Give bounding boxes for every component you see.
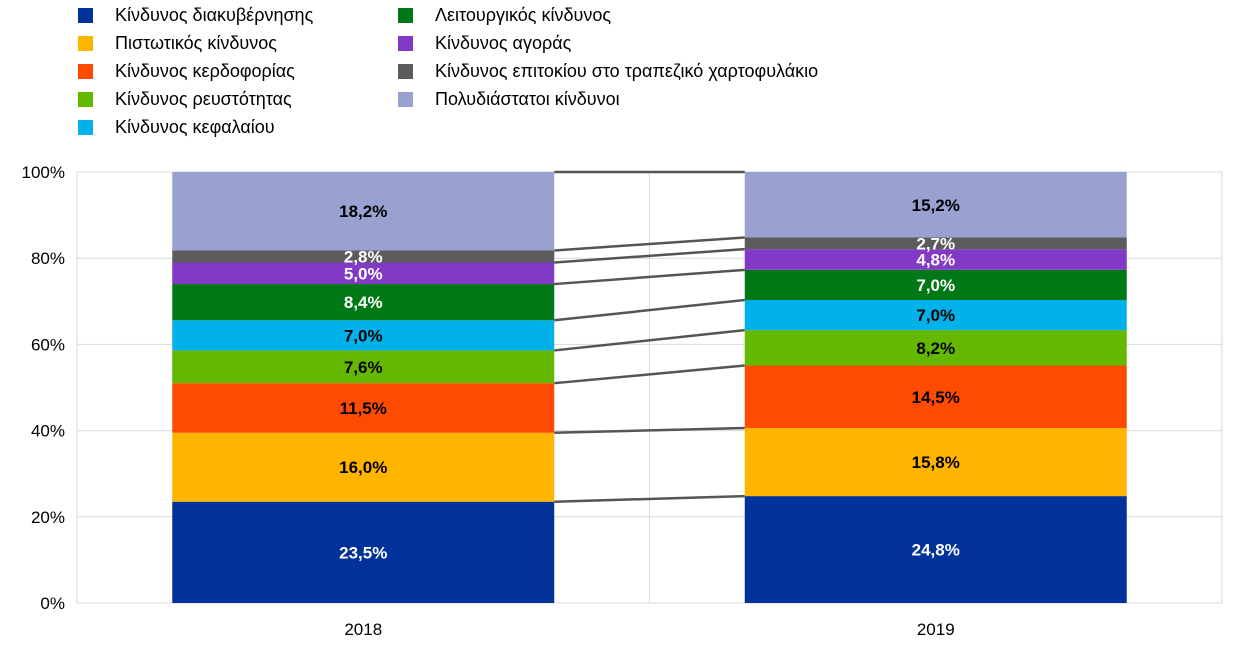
legend-label: Πολυδιάστατοι κίνδυνοι bbox=[435, 88, 620, 109]
bar-segment bbox=[172, 262, 555, 285]
series-connector-line bbox=[554, 268, 745, 286]
bar-segment bbox=[172, 350, 555, 384]
bar-segment bbox=[744, 428, 1127, 497]
bar-segment bbox=[744, 237, 1127, 250]
bar-segment bbox=[172, 432, 555, 502]
data-label: 7,0% bbox=[916, 306, 955, 325]
bar-segment bbox=[744, 249, 1127, 270]
data-label: 24,8% bbox=[912, 541, 960, 560]
legend-swatch bbox=[398, 63, 413, 79]
legend-item: Κίνδυνος διακυβέρνησης bbox=[78, 3, 313, 27]
legend-swatch bbox=[78, 63, 93, 79]
bar-segment bbox=[172, 320, 555, 351]
data-label: 16,0% bbox=[339, 458, 387, 477]
legend-item: Κίνδυνος ρευστότητας bbox=[78, 87, 292, 111]
data-label: 23,5% bbox=[339, 543, 387, 562]
legend-item: Λειτουργικός κίνδυνος bbox=[398, 3, 611, 27]
bar-segment bbox=[744, 330, 1127, 366]
bar-segment bbox=[172, 501, 555, 603]
bar-segment bbox=[744, 269, 1127, 301]
legend-item: Κίνδυνος επιτοκίου στο τραπεζικό χαρτοφυ… bbox=[398, 59, 818, 83]
legend-label: Κίνδυνος επιτοκίου στο τραπεζικό χαρτοφυ… bbox=[435, 60, 819, 81]
legend-label: Κίνδυνος αγοράς bbox=[435, 32, 572, 53]
bar-segment bbox=[744, 172, 1127, 238]
y-tick-label: 80% bbox=[31, 249, 65, 268]
legend-label: Πιστωτικός κίνδυνος bbox=[115, 32, 277, 53]
bar-segment bbox=[172, 284, 555, 321]
legend-swatch bbox=[78, 7, 93, 23]
x-tick-label: 2018 bbox=[344, 620, 382, 639]
series-connector-line bbox=[554, 328, 745, 352]
data-label: 15,2% bbox=[912, 196, 960, 215]
bar-segment bbox=[744, 300, 1127, 331]
series-connector-line bbox=[554, 494, 745, 503]
data-label: 7,0% bbox=[916, 276, 955, 295]
data-label: 8,2% bbox=[916, 339, 955, 358]
legend-item: Κίνδυνος κερδοφορίας bbox=[78, 59, 295, 83]
legend-label: Κίνδυνος κεφαλαίου bbox=[115, 116, 275, 137]
bar-segment bbox=[172, 383, 555, 433]
legend-swatch bbox=[398, 35, 413, 51]
data-label: 18,2% bbox=[339, 202, 387, 221]
legend-label: Κίνδυνος ρευστότητας bbox=[115, 88, 292, 109]
data-label: 4,8% bbox=[916, 250, 955, 269]
y-tick-label: 20% bbox=[31, 508, 65, 527]
legend-swatch bbox=[398, 7, 413, 23]
series-connector-line bbox=[554, 426, 745, 435]
series-connector-line bbox=[554, 247, 745, 264]
data-label: 15,8% bbox=[912, 453, 960, 472]
legend-label: Λειτουργικός κίνδυνος bbox=[435, 4, 612, 25]
data-label: 2,7% bbox=[916, 234, 955, 253]
bar-segment bbox=[172, 172, 555, 251]
x-tick-label: 2019 bbox=[917, 620, 955, 639]
series-connector-line bbox=[554, 236, 745, 252]
y-tick-label: 40% bbox=[31, 422, 65, 441]
data-label: 7,0% bbox=[344, 326, 383, 345]
legend-swatch bbox=[398, 91, 413, 107]
data-label: 14,5% bbox=[912, 388, 960, 407]
y-tick-label: 100% bbox=[22, 163, 65, 182]
bar-segment bbox=[744, 365, 1127, 429]
legend-item: Πολυδιάστατοι κίνδυνοι bbox=[398, 87, 620, 111]
legend-item: Πιστωτικός κίνδυνος bbox=[78, 31, 277, 55]
series-connector-line bbox=[554, 364, 745, 385]
data-label: 7,6% bbox=[344, 358, 383, 377]
legend-item: Κίνδυνος κεφαλαίου bbox=[78, 115, 275, 139]
legend-label: Κίνδυνος κερδοφορίας bbox=[115, 60, 295, 81]
data-label: 8,4% bbox=[344, 293, 383, 312]
y-tick-label: 0% bbox=[40, 594, 65, 613]
legend-item: Κίνδυνος αγοράς bbox=[398, 31, 571, 55]
y-tick-label: 60% bbox=[31, 335, 65, 354]
legend-swatch bbox=[78, 35, 93, 51]
bar-segment bbox=[744, 496, 1127, 603]
legend-swatch bbox=[78, 119, 93, 135]
legend-label: Κίνδυνος διακυβέρνησης bbox=[115, 4, 314, 25]
data-label: 5,0% bbox=[344, 264, 383, 283]
legend-swatch bbox=[78, 91, 93, 107]
data-label: 11,5% bbox=[340, 399, 387, 418]
series-connector-line bbox=[554, 298, 745, 322]
data-label: 2,8% bbox=[344, 247, 383, 266]
bar-segment bbox=[172, 250, 555, 263]
